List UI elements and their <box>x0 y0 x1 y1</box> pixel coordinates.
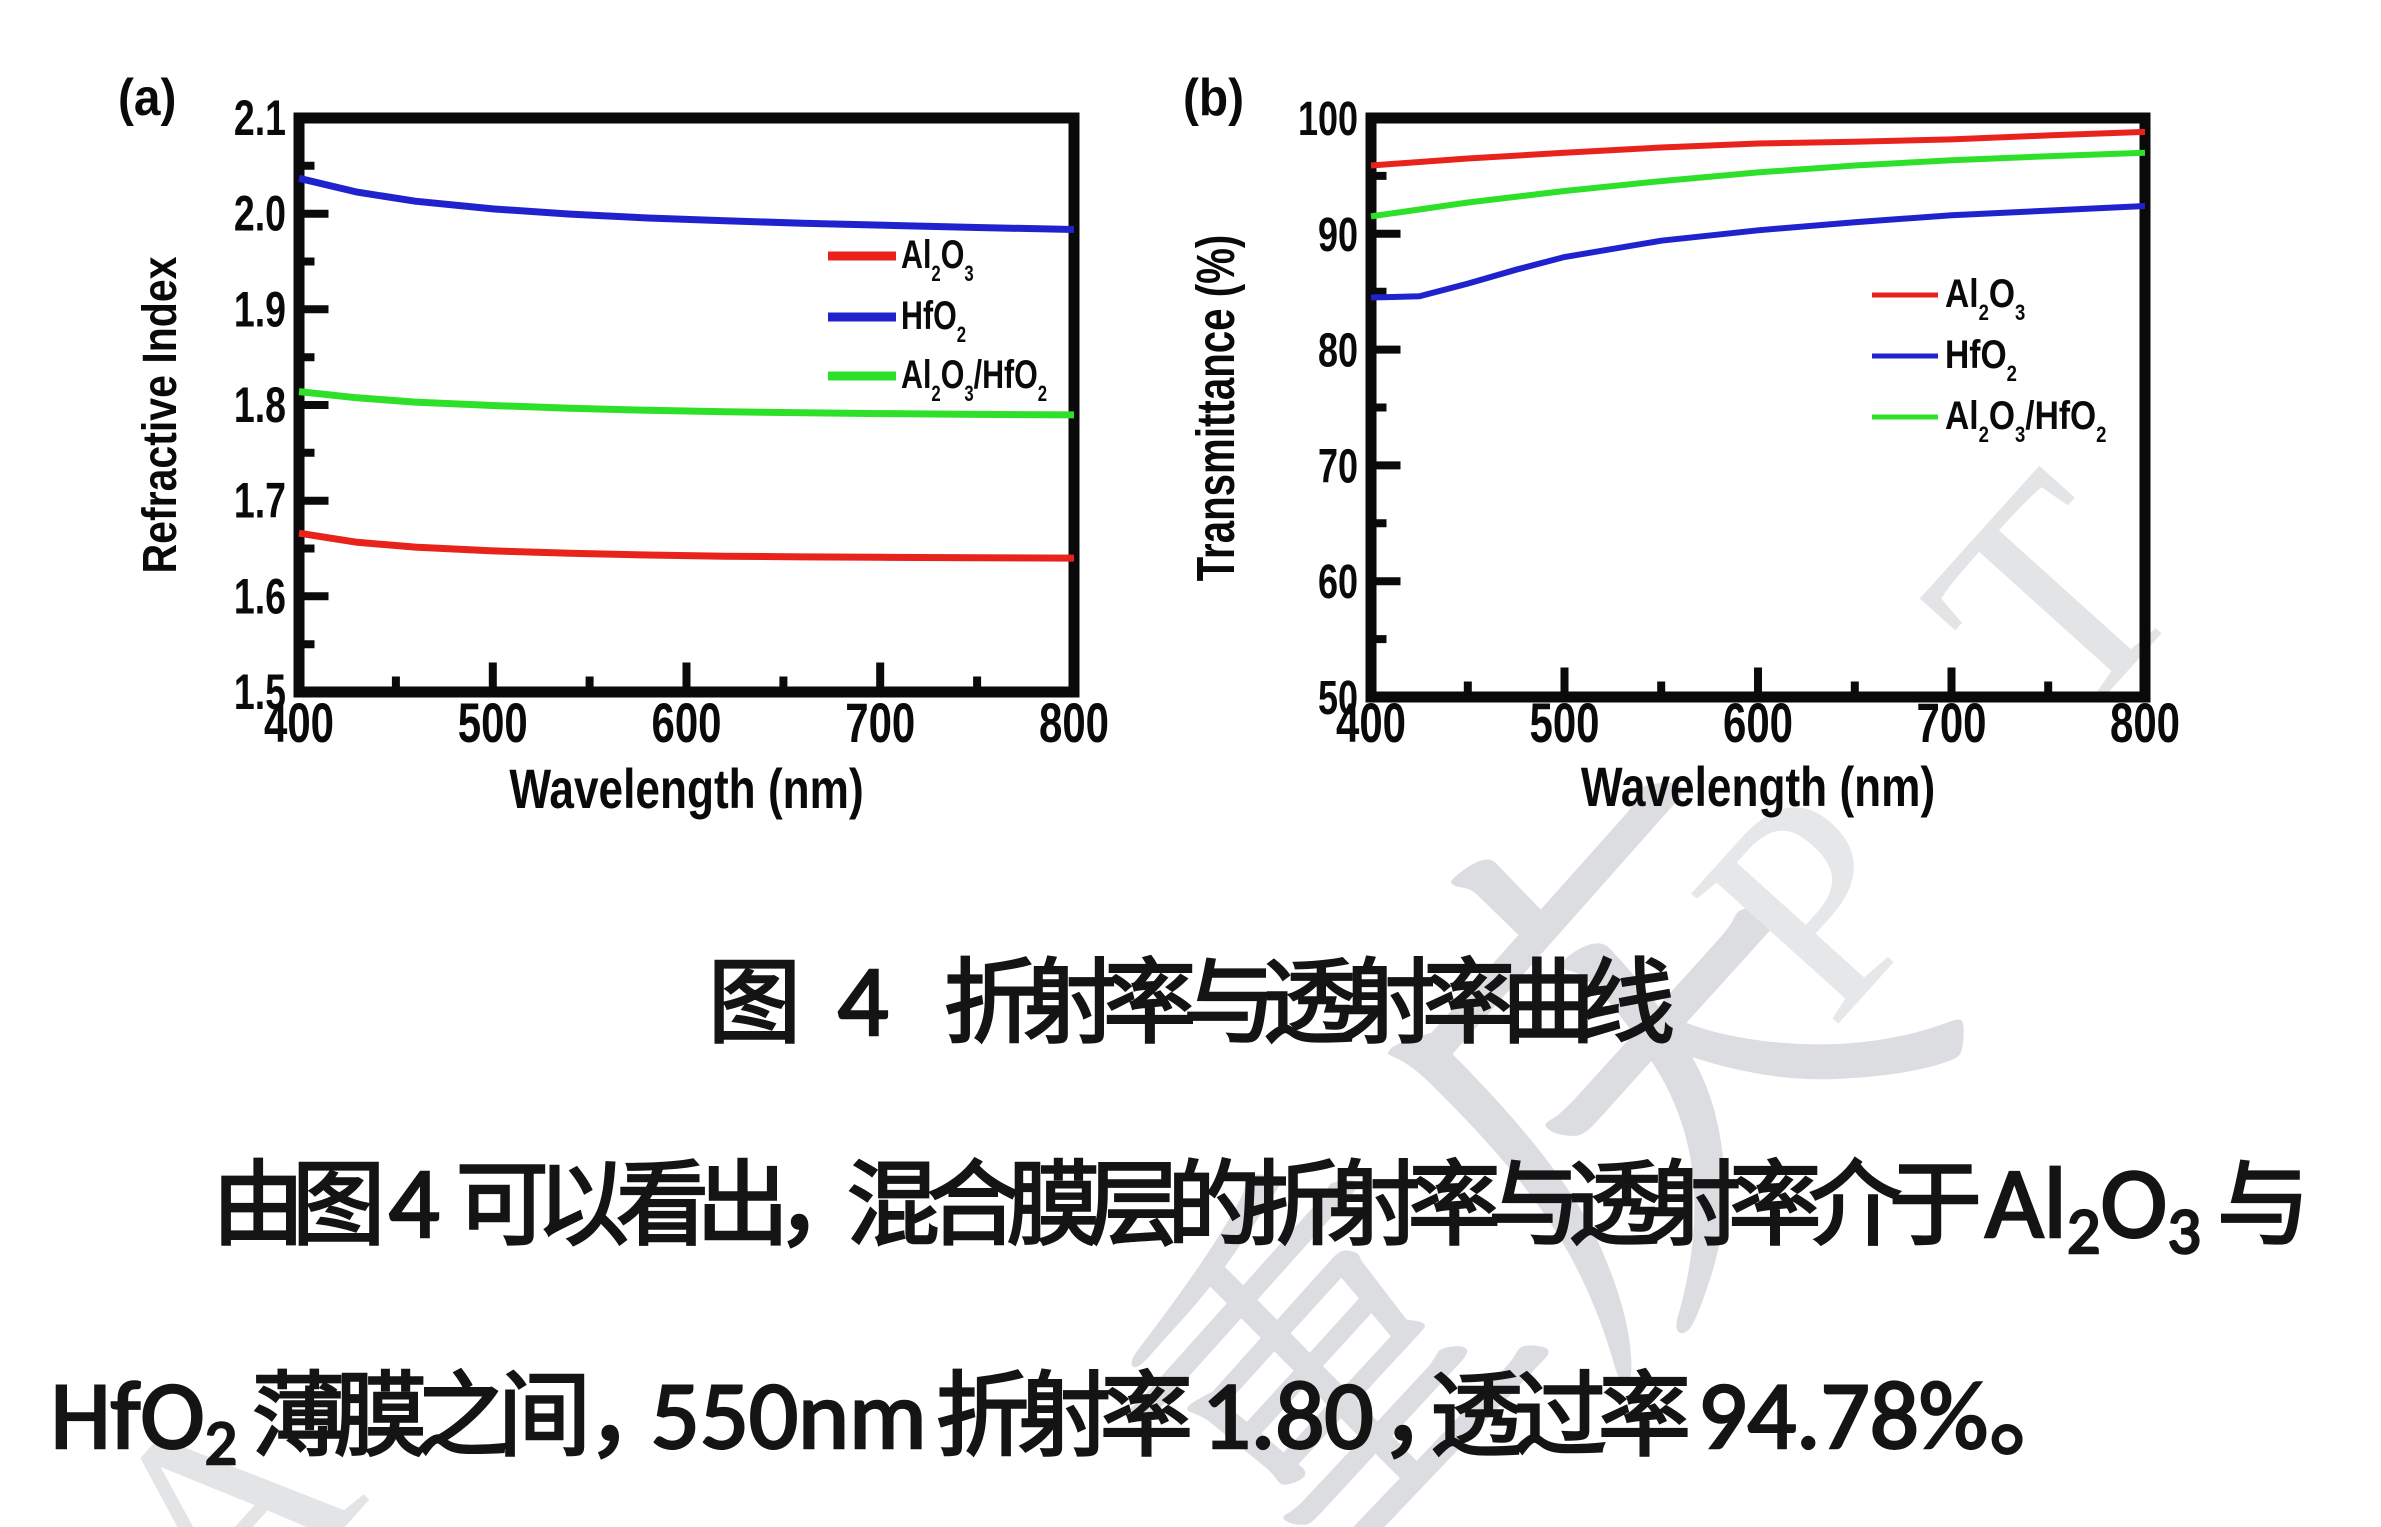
svg-text:2.1: 2.1 <box>234 91 286 146</box>
svg-text:1.9: 1.9 <box>234 282 286 337</box>
svg-text:(a): (a) <box>118 68 176 126</box>
svg-text:1.5: 1.5 <box>234 665 286 720</box>
svg-text:HfO2: HfO2 <box>901 293 966 348</box>
svg-text:400: 400 <box>1336 692 1406 754</box>
svg-text:1.8: 1.8 <box>234 378 286 433</box>
svg-text:800: 800 <box>1039 692 1109 754</box>
svg-text:600: 600 <box>651 692 721 754</box>
svg-text:600: 600 <box>1723 692 1793 754</box>
svg-text:500: 500 <box>1529 692 1599 754</box>
svg-text:100: 100 <box>1298 92 1358 145</box>
svg-text:HfO2: HfO2 <box>1945 332 2017 386</box>
svg-text:70: 70 <box>1318 439 1358 492</box>
svg-text:700: 700 <box>845 692 915 754</box>
svg-text:400: 400 <box>264 692 334 754</box>
svg-text:Al2O3/HfO2: Al2O3/HfO2 <box>901 352 1047 407</box>
svg-text:Transmittance (%): Transmittance (%) <box>1186 235 1246 582</box>
svg-text:2.0: 2.0 <box>234 187 286 242</box>
svg-text:1.6: 1.6 <box>234 569 286 624</box>
svg-text:Refractive Index: Refractive Index <box>134 256 187 573</box>
svg-text:(b): (b) <box>1183 68 1244 126</box>
svg-text:700: 700 <box>1916 692 1986 754</box>
svg-text:Al2O3/HfO2: Al2O3/HfO2 <box>1945 393 2106 447</box>
svg-text:500: 500 <box>458 692 528 754</box>
svg-text:50: 50 <box>1318 671 1358 724</box>
svg-text:Al2O3: Al2O3 <box>901 232 974 287</box>
svg-text:1.7: 1.7 <box>234 474 286 529</box>
svg-text:60: 60 <box>1318 555 1358 608</box>
svg-text:80: 80 <box>1318 324 1358 377</box>
svg-text:800: 800 <box>2110 692 2180 754</box>
svg-text:Al2O3: Al2O3 <box>1945 271 2025 325</box>
svg-text:Wavelength (nm): Wavelength (nm) <box>509 757 863 820</box>
svg-text:Wavelength (nm): Wavelength (nm) <box>1581 755 1935 818</box>
svg-text:90: 90 <box>1318 208 1358 261</box>
